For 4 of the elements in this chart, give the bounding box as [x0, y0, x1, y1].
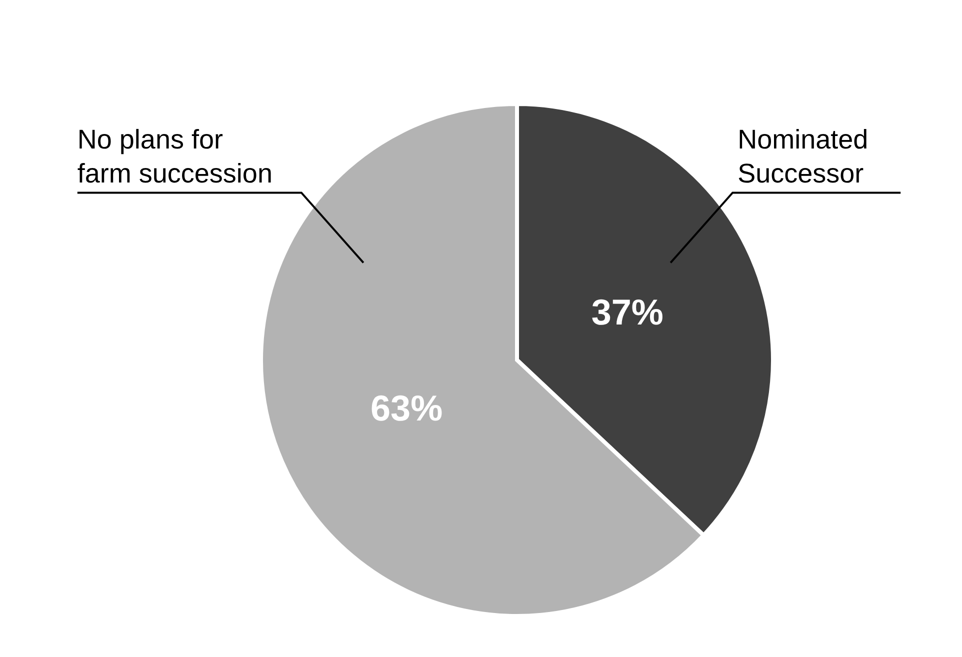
data-label: 63%	[370, 387, 443, 428]
data-label: 37%	[591, 292, 664, 333]
slice-label: No plans for farm succession	[77, 124, 272, 189]
slice-label: Nominated Successor	[738, 124, 868, 189]
